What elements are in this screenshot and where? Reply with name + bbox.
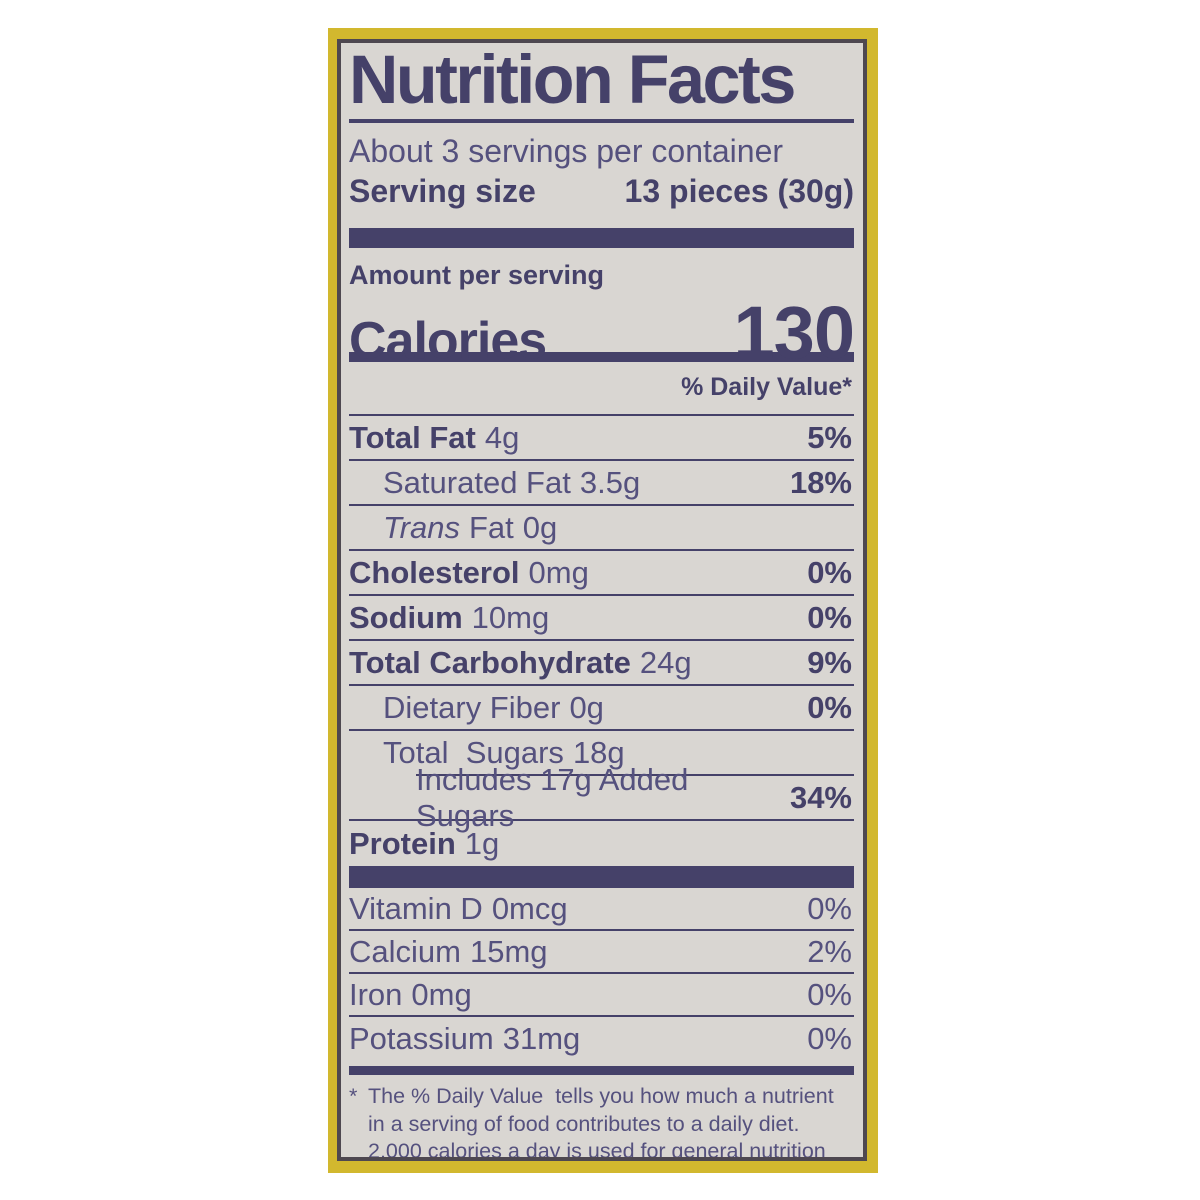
calories-divider-bar xyxy=(349,352,854,362)
nutrient-row-sodium: Sodium 10mg 0% xyxy=(349,596,854,641)
daily-value-header: % Daily Value* xyxy=(349,362,854,416)
nutrient-row-total-sugars: Total Sugars 18g xyxy=(383,734,625,770)
nutrient-row-added-sugars: Includes 17g Added Sugars 34% xyxy=(349,762,854,833)
nutrient-row-protein: Protein 1g xyxy=(349,825,500,861)
vitamins-section-bar xyxy=(349,866,854,888)
vitamin-row-iron: Iron 0mg 0% xyxy=(349,974,854,1017)
footnote-section-bar xyxy=(349,1066,854,1075)
serving-size-label: Serving size xyxy=(349,173,536,209)
amount-per-serving-label: Amount per serving xyxy=(349,260,605,290)
vitamin-row-potassium: Potassium 31mg 0% xyxy=(349,1020,852,1056)
calories-row: Calories 130 xyxy=(349,290,855,374)
daily-value-footnote: * The % Daily Value tells you how much a… xyxy=(349,1083,854,1161)
nutrient-row-total-fat: Total Fat 4g 5% xyxy=(349,416,854,461)
calories-label: Calories xyxy=(349,312,547,370)
nutrient-row-dietary-fiber: Dietary Fiber 0g 0% xyxy=(349,686,854,731)
section-bar-thick xyxy=(349,228,854,248)
servings-per-container: About 3 servings per container xyxy=(349,133,784,169)
nutrient-row-trans-fat: Trans Fat 0g xyxy=(349,506,854,551)
vitamin-row-vitamin-d: Vitamin D 0mcg 0% xyxy=(349,888,854,931)
footnote-asterisk: * xyxy=(349,1084,358,1108)
nutrient-row-cholesterol: Cholesterol 0mg 0% xyxy=(349,551,854,596)
vitamin-row-calcium: Calcium 15mg 2% xyxy=(349,931,854,974)
footnote-text: The % Daily Value tells you how much a n… xyxy=(368,1084,834,1161)
title-divider xyxy=(349,119,854,123)
panel-title: Nutrition Facts xyxy=(349,41,796,118)
nutrient-row-total-carbohydrate: Total Carbohydrate 24g 9% xyxy=(349,641,854,686)
package-yellow-border: Nutrition Facts About 3 servings per con… xyxy=(328,28,878,1173)
nutrition-facts-panel: Nutrition Facts About 3 servings per con… xyxy=(337,39,867,1161)
serving-size-value: 13 pieces (30g) xyxy=(624,173,854,209)
calories-value: 130 xyxy=(733,291,855,374)
nutrient-row-saturated-fat: Saturated Fat 3.5g 18% xyxy=(349,461,854,506)
serving-size-row: Serving size 13 pieces (30g) xyxy=(349,171,854,212)
added-sugars-indented-divider xyxy=(416,774,854,776)
